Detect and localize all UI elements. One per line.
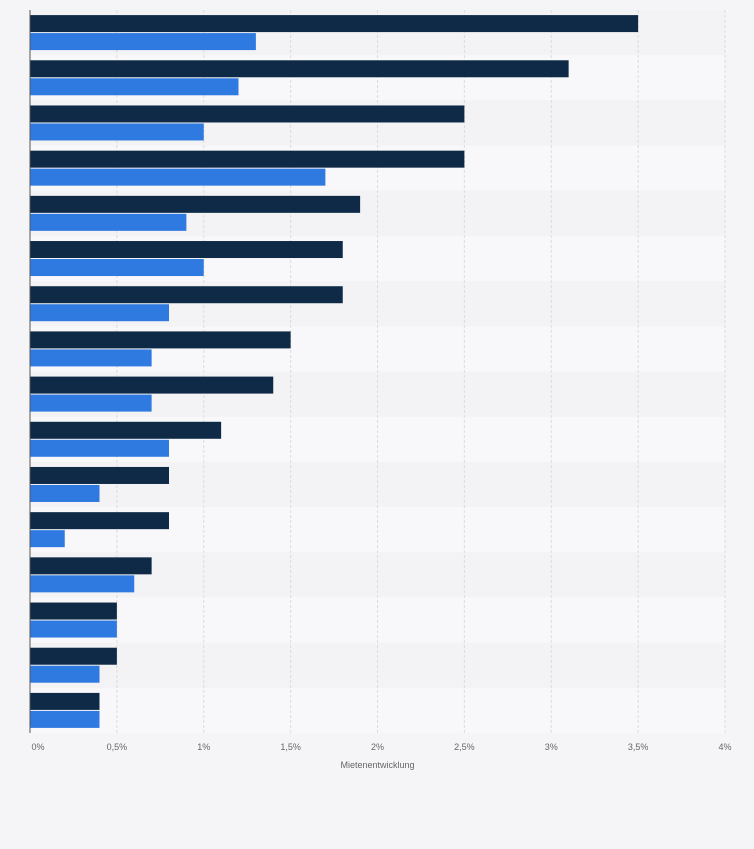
bar-series-2[interactable] — [30, 123, 204, 141]
bar-series-2[interactable] — [30, 33, 256, 51]
bar-series-2[interactable] — [30, 530, 65, 548]
bar-series-1[interactable] — [30, 331, 291, 349]
bar-series-1[interactable] — [30, 692, 100, 710]
x-tick-label: 1,5% — [280, 742, 301, 752]
bar-series-2[interactable] — [30, 213, 187, 231]
x-tick-label: 3% — [545, 742, 558, 752]
x-axis-ticks: 0% 0,5% 1% 1,5% 2% 2,5% 3% 3,5% 4% — [31, 742, 731, 752]
bar-series-1[interactable] — [30, 150, 465, 168]
bar-series-1[interactable] — [30, 647, 117, 665]
x-tick-label: 0% — [31, 742, 44, 752]
bar-series-2[interactable] — [30, 168, 326, 186]
bar-series-1[interactable] — [30, 241, 343, 259]
bar-series-2[interactable] — [30, 394, 152, 412]
bar-series-2[interactable] — [30, 484, 100, 502]
bar-series-2[interactable] — [30, 304, 169, 322]
x-tick-label: 3,5% — [628, 742, 649, 752]
bar-series-1[interactable] — [30, 512, 169, 530]
bar-series-1[interactable] — [30, 376, 274, 394]
x-tick-label: 2% — [371, 742, 384, 752]
bar-series-2[interactable] — [30, 665, 100, 683]
x-tick-label: 0,5% — [107, 742, 128, 752]
bar-series-2[interactable] — [30, 575, 135, 593]
bars — [30, 15, 639, 728]
bar-series-2[interactable] — [30, 78, 239, 96]
bar-series-1[interactable] — [30, 466, 169, 484]
bar-series-1[interactable] — [30, 602, 117, 620]
bar-series-1[interactable] — [30, 195, 361, 213]
bar-series-1[interactable] — [30, 557, 152, 575]
bar-series-2[interactable] — [30, 349, 152, 367]
bar-series-1[interactable] — [30, 421, 222, 439]
bar-series-1[interactable] — [30, 286, 343, 304]
bar-series-2[interactable] — [30, 259, 204, 277]
x-axis-title: Mietenentwicklung — [340, 760, 414, 770]
bar-series-1[interactable] — [30, 105, 465, 123]
bar-series-1[interactable] — [30, 60, 569, 78]
x-tick-label: 1% — [197, 742, 210, 752]
x-tick-label: 4% — [718, 742, 731, 752]
bar-series-1[interactable] — [30, 15, 639, 33]
x-tick-label: 2,5% — [454, 742, 475, 752]
bar-series-2[interactable] — [30, 710, 100, 728]
bar-series-2[interactable] — [30, 620, 117, 638]
bar-series-2[interactable] — [30, 439, 169, 457]
